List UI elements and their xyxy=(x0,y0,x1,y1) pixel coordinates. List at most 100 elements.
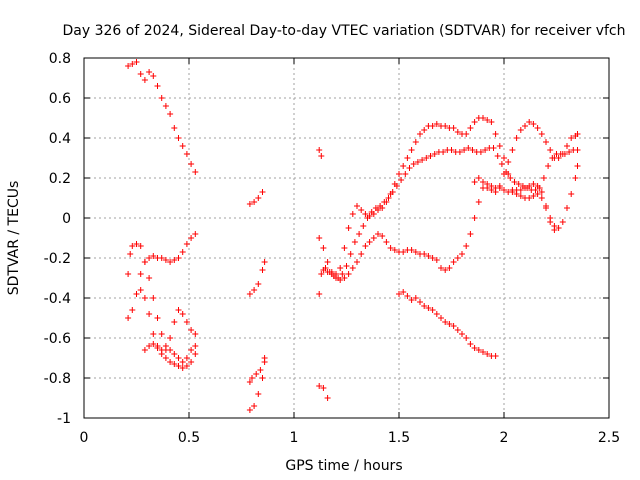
data-point xyxy=(179,359,186,365)
data-point xyxy=(488,119,495,125)
data-point xyxy=(404,293,411,299)
data-point xyxy=(324,395,331,401)
data-point xyxy=(446,321,453,327)
data-point xyxy=(366,213,373,219)
data-point xyxy=(133,59,140,65)
data-point xyxy=(192,343,199,349)
data-point xyxy=(341,275,348,281)
data-point xyxy=(534,183,541,189)
data-point xyxy=(471,345,478,351)
data-point xyxy=(408,247,415,253)
data-point xyxy=(412,295,419,301)
data-point xyxy=(146,275,153,281)
data-point xyxy=(345,225,352,231)
data-point xyxy=(526,195,533,201)
data-point xyxy=(251,403,258,409)
data-point xyxy=(492,353,499,359)
data-point xyxy=(261,259,268,265)
data-point xyxy=(158,95,165,101)
data-point xyxy=(419,157,426,163)
y-tick-label: -1 xyxy=(57,411,71,427)
plot-frame xyxy=(83,57,610,419)
data-point xyxy=(396,171,402,177)
data-point xyxy=(146,311,153,317)
x-tick-label: 0.5 xyxy=(178,430,200,446)
grid-lines xyxy=(84,58,609,418)
x-axis-label: GPS time / hours xyxy=(285,458,402,474)
data-point xyxy=(517,193,524,199)
series-arc-j xyxy=(316,383,331,401)
data-point xyxy=(141,295,148,301)
data-point xyxy=(522,185,528,191)
data-point xyxy=(530,121,537,127)
series-arc-g xyxy=(246,355,268,385)
data-point xyxy=(442,319,449,325)
data-point xyxy=(574,147,581,153)
data-point xyxy=(421,251,428,257)
series-arc-m xyxy=(316,115,581,277)
data-point xyxy=(480,115,486,121)
data-point xyxy=(356,231,363,237)
data-point xyxy=(320,385,327,391)
data-point xyxy=(530,193,537,199)
data-point xyxy=(467,341,474,347)
data-point xyxy=(412,249,419,255)
data-point xyxy=(150,73,157,79)
y-tick-label: 0.8 xyxy=(49,51,71,67)
data-point xyxy=(125,63,132,69)
data-point xyxy=(461,147,468,153)
data-point xyxy=(513,135,520,141)
series-arc-a xyxy=(125,59,199,175)
data-point xyxy=(412,139,419,145)
series-arc-b xyxy=(125,241,199,365)
data-point xyxy=(465,145,472,151)
data-point xyxy=(255,195,262,201)
data-point xyxy=(343,263,350,269)
data-point xyxy=(141,77,148,83)
data-point xyxy=(467,231,474,237)
data-point xyxy=(463,243,470,249)
series-arc-c xyxy=(125,231,199,321)
data-point xyxy=(427,153,434,159)
data-point xyxy=(366,239,373,245)
data-point xyxy=(316,291,323,297)
data-point xyxy=(328,271,335,277)
data-point xyxy=(171,319,178,325)
data-point xyxy=(259,267,266,273)
data-point xyxy=(559,219,566,225)
series-arc-i xyxy=(246,189,266,207)
data-point xyxy=(162,355,169,361)
data-point xyxy=(391,247,398,253)
data-point xyxy=(337,265,344,271)
data-point xyxy=(183,319,190,325)
data-point xyxy=(475,347,482,353)
data-point xyxy=(532,187,539,193)
data-point xyxy=(358,251,365,257)
data-point xyxy=(490,145,497,151)
data-point xyxy=(188,347,195,353)
data-point xyxy=(446,265,453,271)
data-point xyxy=(454,255,461,261)
data-point xyxy=(482,147,489,153)
data-point xyxy=(162,347,169,353)
data-point xyxy=(423,155,430,161)
data-point xyxy=(555,225,562,231)
data-point xyxy=(129,307,136,313)
data-point xyxy=(137,71,144,77)
data-point xyxy=(406,165,413,171)
data-point xyxy=(246,291,253,297)
data-point xyxy=(261,355,268,361)
data-point xyxy=(463,335,470,341)
x-tick-label: 0 xyxy=(80,430,89,446)
data-point xyxy=(339,271,346,277)
data-point xyxy=(425,305,432,311)
data-point xyxy=(370,211,377,217)
data-point xyxy=(517,187,524,193)
data-point xyxy=(179,311,186,317)
data-point xyxy=(255,281,262,287)
data-point xyxy=(351,239,358,245)
data-point xyxy=(469,147,476,153)
data-point xyxy=(379,233,386,239)
data-point xyxy=(127,251,134,257)
data-point xyxy=(538,131,545,137)
